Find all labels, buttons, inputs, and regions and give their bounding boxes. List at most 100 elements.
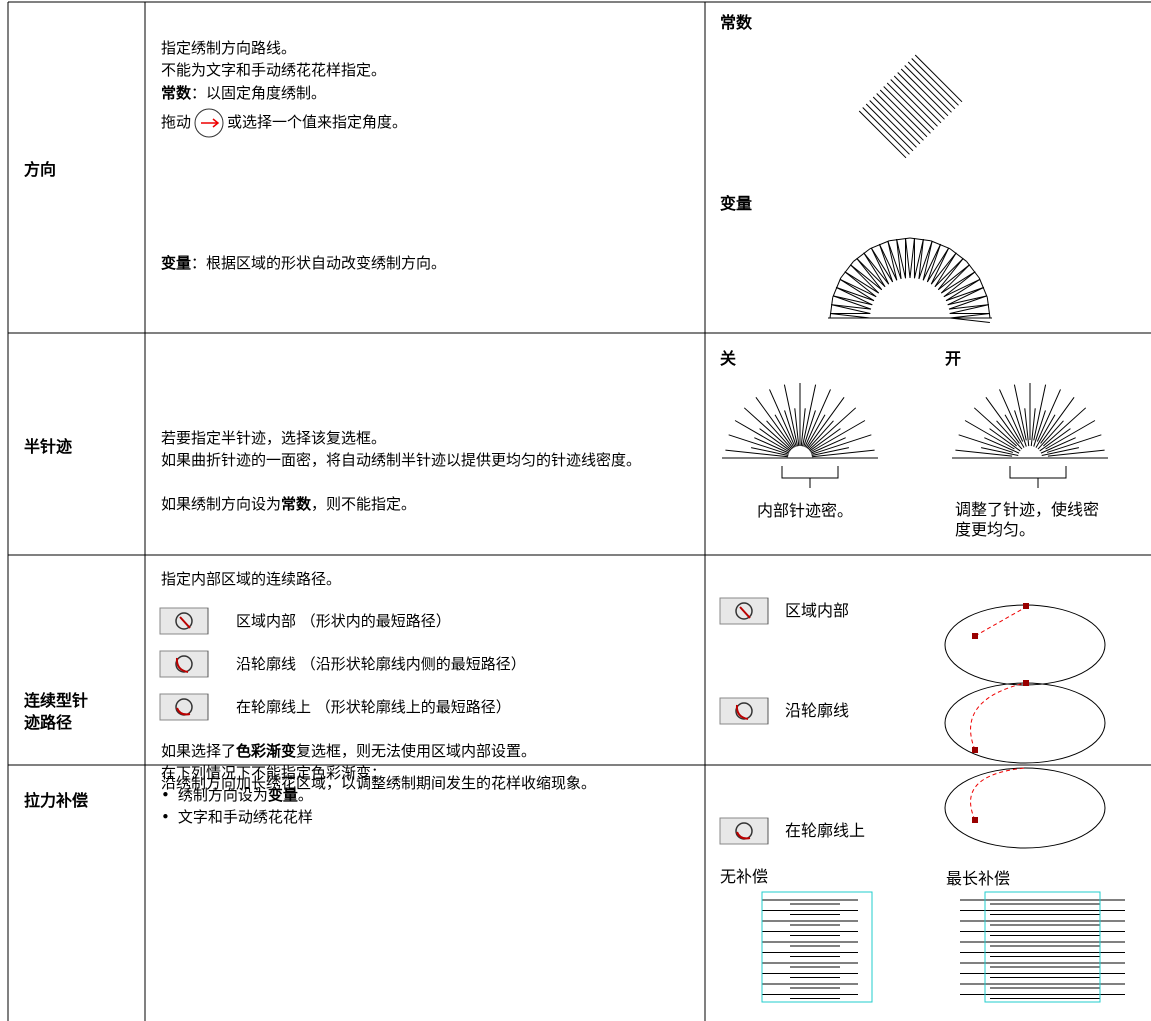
text: ：以固定角度绣制。 xyxy=(191,84,327,102)
stitch-line xyxy=(743,407,792,451)
stitch-line xyxy=(784,410,797,447)
text: 拖动 xyxy=(161,113,192,131)
stitch-line xyxy=(803,410,816,447)
stitch-line xyxy=(810,437,846,454)
stitch-line xyxy=(811,434,872,455)
text: 如果选择了色彩渐变复选框，则无法使用区域内部设置。 xyxy=(161,740,536,762)
illustration-title: 关 xyxy=(720,349,737,368)
stitch-line xyxy=(984,437,1020,454)
path-ellipses xyxy=(944,603,1106,849)
stitch-line xyxy=(900,68,949,117)
stitch-line xyxy=(1033,384,1047,441)
stitch-line xyxy=(1045,420,1096,450)
stitch-line xyxy=(930,252,957,285)
stitch-line xyxy=(800,408,806,447)
stitch-line xyxy=(806,397,845,449)
illustration-title: 区域内部 xyxy=(785,601,850,620)
text: （形状内的最短路径） xyxy=(300,612,451,630)
stitch-line xyxy=(1013,384,1027,441)
stitch-line xyxy=(862,107,910,155)
text: 或选择一个值来指定角度。 xyxy=(227,113,408,131)
stitch-line xyxy=(886,82,935,131)
stitch-line xyxy=(999,389,1024,442)
text: （沿形状轮廓线内侧的最短路径） xyxy=(300,655,526,673)
stitch-line xyxy=(941,271,976,294)
stitch-line xyxy=(945,278,981,302)
stitch-line xyxy=(1043,407,1087,447)
stitch-line xyxy=(937,264,970,291)
stitch-line xyxy=(879,89,928,138)
text: 沿绣制方向加长绣花区域，以调整绣制期间发生的花样收缩现象。 xyxy=(161,774,597,792)
stitch-line xyxy=(887,240,902,280)
stitch-line xyxy=(804,389,831,448)
stitch-line xyxy=(883,86,931,134)
stitch-line xyxy=(918,239,924,280)
stitch-line xyxy=(964,420,1015,450)
stitch-line xyxy=(1041,447,1080,456)
text: 如果选择了 xyxy=(161,742,237,760)
stitch-art xyxy=(722,54,1125,999)
stitch-line xyxy=(1004,414,1025,448)
stitch-line xyxy=(1035,414,1056,448)
stitch-line xyxy=(754,437,790,454)
stitch-line xyxy=(1040,437,1076,454)
stitch-line xyxy=(922,243,942,281)
text: 如果曲折针迹的一面密，将自动绣制半针迹以提供更均匀的针迹线密度。 xyxy=(161,451,642,469)
buttons xyxy=(159,597,769,845)
option: 区域内部 （形状内的最短路径） xyxy=(236,610,451,632)
stitch-line xyxy=(831,304,871,315)
stitch-line xyxy=(876,93,924,141)
stitch-line xyxy=(750,447,789,456)
text: 在下列情况下不能指定色彩渐变： xyxy=(161,764,387,782)
text: 沿轮廓线 xyxy=(236,655,297,673)
stitch-line xyxy=(869,100,917,148)
stitch-line xyxy=(849,264,880,294)
stitch-line xyxy=(725,449,789,458)
illustration-title: 开 xyxy=(945,349,962,368)
stitch-line xyxy=(926,247,950,283)
stitch-line xyxy=(926,243,942,283)
stitch-line xyxy=(930,247,950,285)
stitch-line xyxy=(955,449,1013,457)
stitch-line xyxy=(1047,449,1105,457)
stitch-line xyxy=(809,428,841,452)
table-grid xyxy=(7,1,1151,1021)
stitch-line xyxy=(869,240,890,250)
stitch-line xyxy=(832,295,872,310)
stitch-line xyxy=(985,397,1020,444)
stitch-line xyxy=(811,449,875,458)
text: 区域内部 xyxy=(236,612,297,630)
text: 指定内部区域的连续路径。 xyxy=(161,570,342,588)
stitch-line xyxy=(893,75,942,124)
text: 绣制方向设为 xyxy=(177,786,268,804)
stitch-line xyxy=(856,257,886,288)
stitch-line xyxy=(934,252,957,287)
stitch-line xyxy=(887,241,898,281)
illustration-title: 常数 xyxy=(720,13,753,32)
text: ：根据区域的形状自动改变绣制方向。 xyxy=(191,254,447,272)
stitch-line xyxy=(922,241,933,281)
stitch-line xyxy=(947,295,987,306)
stitch-line xyxy=(839,278,877,298)
row-label: 连续型针迹路径 xyxy=(24,691,89,732)
text: 常数：以固定角度绣制。 xyxy=(161,82,326,104)
stitch-line xyxy=(840,261,854,279)
text: ，则不能指定。 xyxy=(311,495,417,513)
stitch-line xyxy=(958,434,1014,453)
stitch-line xyxy=(896,239,902,280)
stitch-line xyxy=(980,447,1019,456)
illustration-title: 沿轮廓线 xyxy=(785,701,850,720)
stitch-line xyxy=(889,237,911,242)
stitch-line xyxy=(835,286,875,302)
stitch-line xyxy=(766,420,793,450)
stitch-line xyxy=(949,248,967,262)
stitch-line xyxy=(808,407,857,451)
stitch-line xyxy=(945,286,985,302)
stitch-line xyxy=(833,295,873,306)
stitch-line xyxy=(811,447,850,456)
stitch-line xyxy=(937,258,964,291)
stitch-line xyxy=(934,257,964,288)
stitch-line xyxy=(949,313,990,319)
bold-text: 色彩渐变 xyxy=(236,742,297,760)
stitch-line xyxy=(839,278,875,302)
